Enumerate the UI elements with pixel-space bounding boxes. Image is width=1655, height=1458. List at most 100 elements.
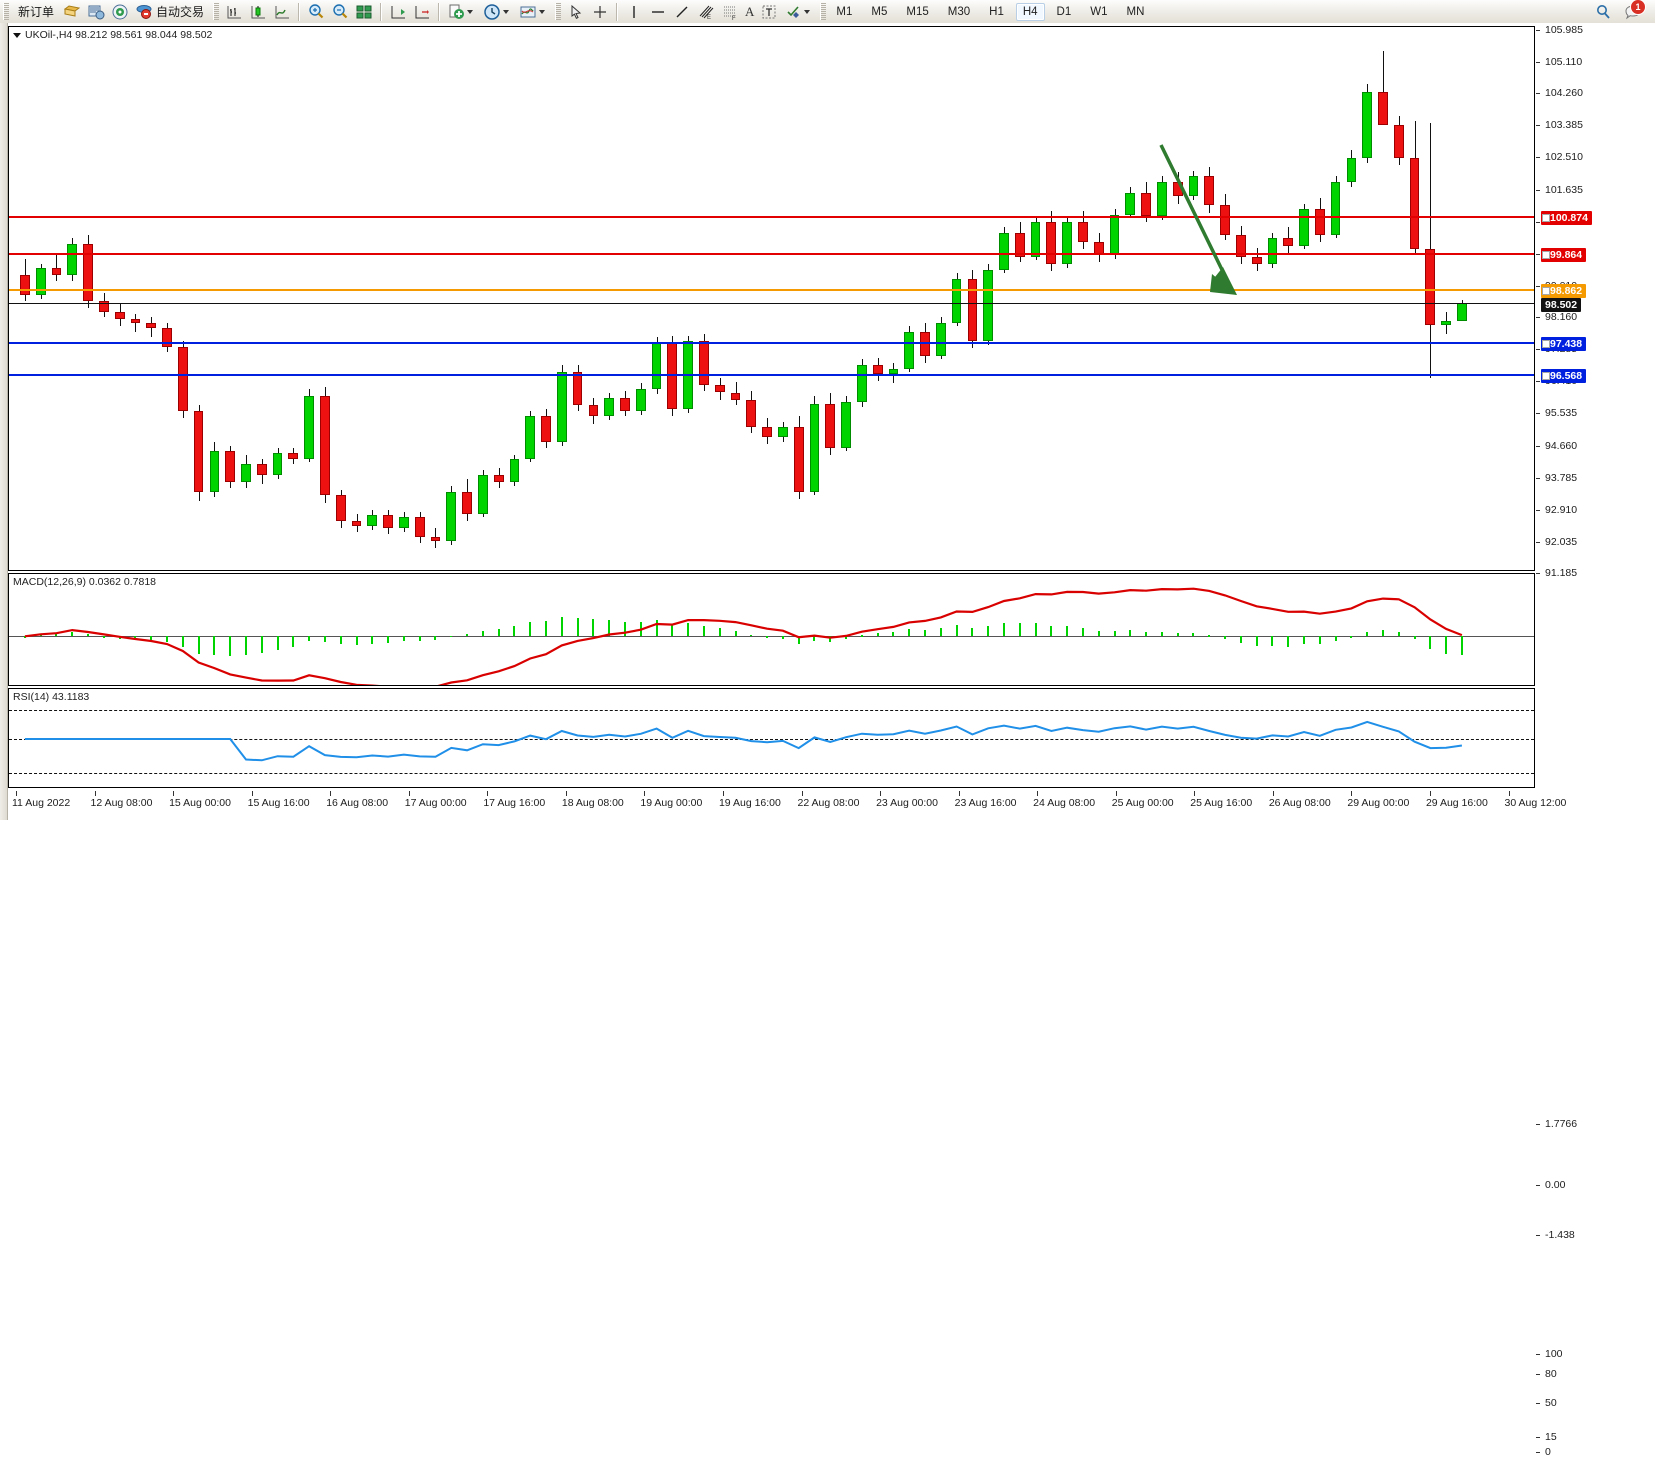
trendline-icon[interactable]: [670, 1, 694, 22]
rsi-level-line: [9, 739, 1534, 740]
crosshair-icon[interactable]: [588, 1, 612, 22]
price-pane[interactable]: UKOil-,H4 98.212 98.561 98.044 98.502: [8, 26, 1535, 571]
price-tag-support[interactable]: 96.568: [1541, 368, 1587, 383]
period-button[interactable]: [480, 1, 516, 22]
macd-tick: 1.7766: [1536, 1118, 1577, 1130]
line-chart-icon[interactable]: [270, 1, 294, 22]
toolbar-grip-3[interactable]: [555, 3, 562, 20]
timeframe-m5[interactable]: M5: [871, 5, 888, 18]
price-tag-resistance[interactable]: 99.864: [1541, 247, 1587, 262]
drag-handle[interactable]: [1542, 287, 1550, 296]
drag-handle[interactable]: [1542, 371, 1550, 380]
zoom-out-icon[interactable]: [328, 1, 352, 22]
macd-histogram-bar: [39, 634, 42, 637]
price-line-current-price[interactable]: [9, 302, 1534, 304]
zoom-in-icon[interactable]: [304, 1, 328, 22]
toolbar-grip-2[interactable]: [213, 3, 220, 20]
text-icon[interactable]: A: [745, 3, 755, 19]
timeframe-m1[interactable]: M1: [836, 5, 853, 18]
equidistant-channel-icon[interactable]: E: [694, 1, 718, 22]
time-label: 19 Aug 16:00: [718, 797, 781, 809]
toolbar-grip[interactable]: [3, 3, 9, 20]
period-dropdown-caret[interactable]: [503, 9, 510, 14]
rsi-pane[interactable]: RSI(14) 43.1183: [8, 688, 1535, 788]
text-label-icon[interactable]: [757, 1, 781, 22]
price-tag-support[interactable]: 97.438: [1541, 336, 1587, 351]
tile-windows-icon[interactable]: [352, 1, 376, 22]
timeframe-d1[interactable]: D1: [1056, 5, 1072, 18]
macd-histogram-bar: [1097, 630, 1100, 637]
candle-body: [1425, 249, 1436, 325]
price-line-pivot[interactable]: [9, 289, 1534, 292]
new-chart-dropdown-caret[interactable]: [467, 9, 474, 14]
macd-histogram-bar: [339, 636, 342, 645]
candlestick-chart-icon[interactable]: [246, 1, 270, 22]
templates-dropdown-caret[interactable]: [804, 9, 811, 14]
candle-body: [114, 311, 125, 320]
candle-body: [446, 491, 457, 542]
timeframe-mn[interactable]: MN: [1126, 5, 1145, 18]
price-level-lines: [9, 27, 1534, 570]
macd-histogram-bar: [87, 634, 90, 637]
macd-histogram-bar: [908, 629, 911, 637]
macd-pane[interactable]: MACD(12,26,9) 0.0362 0.7818: [8, 573, 1535, 686]
price-axis[interactable]: 105.985 105.110 104.260 103.385 102.510 101.6…: [1536, 24, 1655, 579]
price-line-support[interactable]: [9, 341, 1534, 344]
price-line-resistance[interactable]: [9, 252, 1534, 255]
time-label: 30 Aug 12:00: [1504, 797, 1567, 809]
horizontal-line-icon[interactable]: [646, 1, 670, 22]
price-line-support[interactable]: [9, 373, 1534, 376]
chart-shift-icon[interactable]: [386, 1, 410, 22]
price-tag-current-price[interactable]: 98.502: [1541, 297, 1582, 312]
time-tick: [1351, 791, 1353, 796]
drag-handle[interactable]: [1542, 213, 1550, 222]
macd-histogram-bar: [197, 636, 200, 654]
chat-icon[interactable]: 1: [1621, 0, 1646, 22]
search-icon[interactable]: [1591, 1, 1615, 22]
open-data-folder-icon[interactable]: [60, 1, 84, 22]
timeframe-h1[interactable]: H1: [989, 5, 1004, 18]
macd-histogram-bar: [955, 625, 958, 637]
toolbar-grip-4[interactable]: [820, 3, 827, 20]
candle-body: [1125, 192, 1136, 215]
timeframe-w1[interactable]: W1: [1090, 5, 1108, 18]
templates-button[interactable]: [781, 1, 817, 22]
time-tick: [251, 791, 253, 796]
price-tag-pivot[interactable]: 98.862: [1541, 284, 1587, 299]
new-chart-button[interactable]: [444, 1, 480, 22]
price-tag-resistance[interactable]: 100.874: [1541, 210, 1592, 225]
candle-body: [83, 243, 93, 301]
macd-histogram-bar: [750, 634, 753, 637]
drag-handle[interactable]: [1542, 250, 1550, 259]
indicators-dropdown-caret[interactable]: [539, 9, 546, 14]
time-label: 12 Aug 08:00: [90, 797, 153, 809]
chevron-down-icon[interactable]: [13, 32, 21, 38]
cursor-icon[interactable]: [564, 1, 588, 22]
timeframe-m30[interactable]: M30: [947, 5, 971, 18]
macd-histogram-bar: [229, 636, 232, 657]
market-watch-icon[interactable]: [84, 1, 108, 22]
chart-left-grip[interactable]: [0, 23, 8, 820]
expert-advisors-button[interactable]: 自动交易: [132, 1, 210, 22]
price-tick: 101.635: [1536, 184, 1583, 196]
navigator-icon[interactable]: [108, 1, 132, 22]
timeframe-h4[interactable]: H4: [1015, 2, 1045, 21]
bar-chart-icon[interactable]: [222, 1, 246, 22]
candle-body: [809, 403, 820, 492]
vertical-line-icon[interactable]: [622, 1, 646, 22]
macd-histogram-bar: [1460, 636, 1463, 656]
drag-handle[interactable]: [1542, 339, 1550, 348]
price-line-resistance[interactable]: [9, 215, 1534, 218]
fibonacci-icon[interactable]: F: [718, 1, 742, 22]
new-order-button[interactable]: 新订单: [12, 1, 60, 22]
price-tick: 98.160: [1536, 311, 1577, 323]
timeframe-m15[interactable]: M15: [906, 5, 929, 18]
candle-body: [572, 372, 583, 406]
indicators-button[interactable]: [516, 1, 552, 22]
auto-scroll-icon[interactable]: [410, 1, 434, 22]
toolbar-separator-3: [438, 2, 441, 21]
candle-body: [1030, 221, 1041, 257]
time-axis[interactable]: 11 Aug 2022 12 Aug 08:00 15 Aug 00:00 15 Au…: [8, 791, 1566, 819]
macd-histogram-bar: [971, 627, 974, 637]
time-label: 25 Aug 00:00: [1111, 797, 1174, 809]
